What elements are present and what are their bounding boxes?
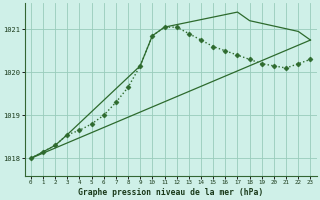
X-axis label: Graphe pression niveau de la mer (hPa): Graphe pression niveau de la mer (hPa) xyxy=(78,188,263,197)
